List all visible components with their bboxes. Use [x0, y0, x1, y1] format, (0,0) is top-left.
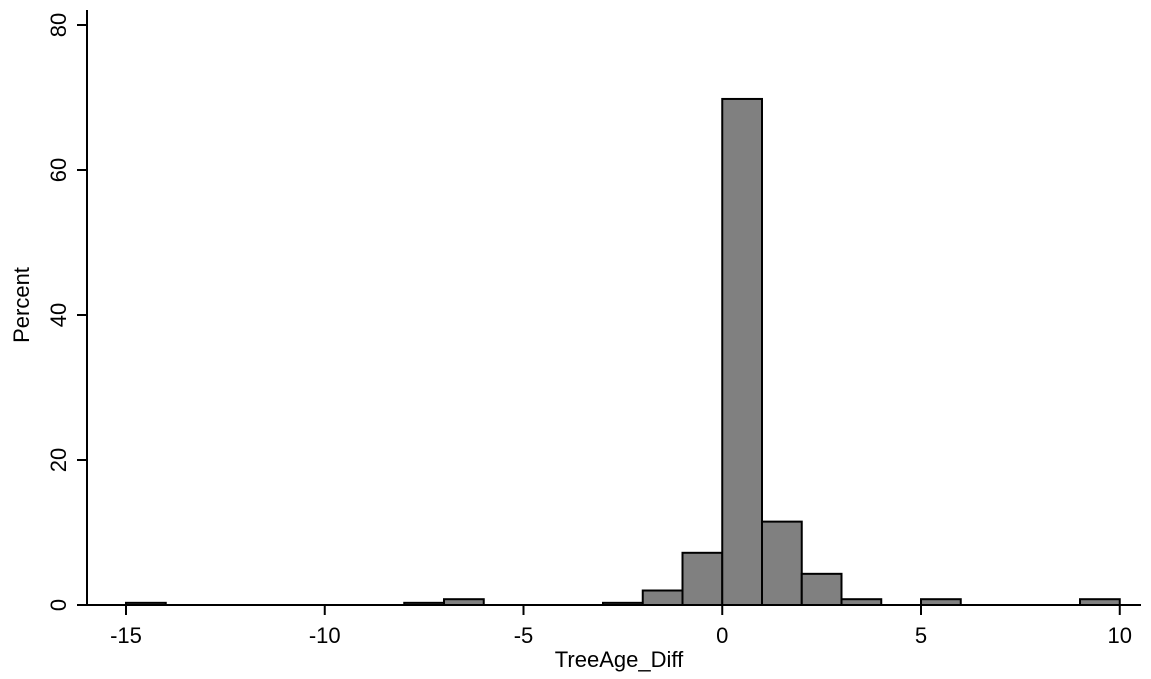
histogram-bar — [761, 520, 803, 606]
y-axis-ticks: 0 20 40 60 80 — [46, 13, 87, 611]
histogram-bar — [800, 572, 843, 607]
y-tick-label: 40 — [46, 303, 71, 327]
y-tick-label: 20 — [46, 448, 71, 472]
x-tick-label: -15 — [110, 623, 142, 648]
x-axis-title: TreeAge_Diff — [555, 647, 684, 672]
x-tick-label: -10 — [309, 623, 341, 648]
x-tick-label: 0 — [716, 623, 728, 648]
y-tick-label: 80 — [46, 13, 71, 37]
y-axis-title: Percent — [9, 267, 34, 343]
histogram-bars — [125, 97, 1121, 607]
x-tick-label: 5 — [915, 623, 927, 648]
y-tick-label: 60 — [46, 158, 71, 182]
histogram-bar — [681, 551, 724, 606]
histogram-bar — [641, 589, 684, 606]
histogram-bar — [721, 97, 763, 606]
y-tick-label: 0 — [46, 599, 71, 611]
x-tick-label: 10 — [1108, 623, 1132, 648]
x-axis-ticks: -15 -10 -5 0 5 10 — [110, 605, 1132, 648]
x-tick-label: -5 — [514, 623, 534, 648]
